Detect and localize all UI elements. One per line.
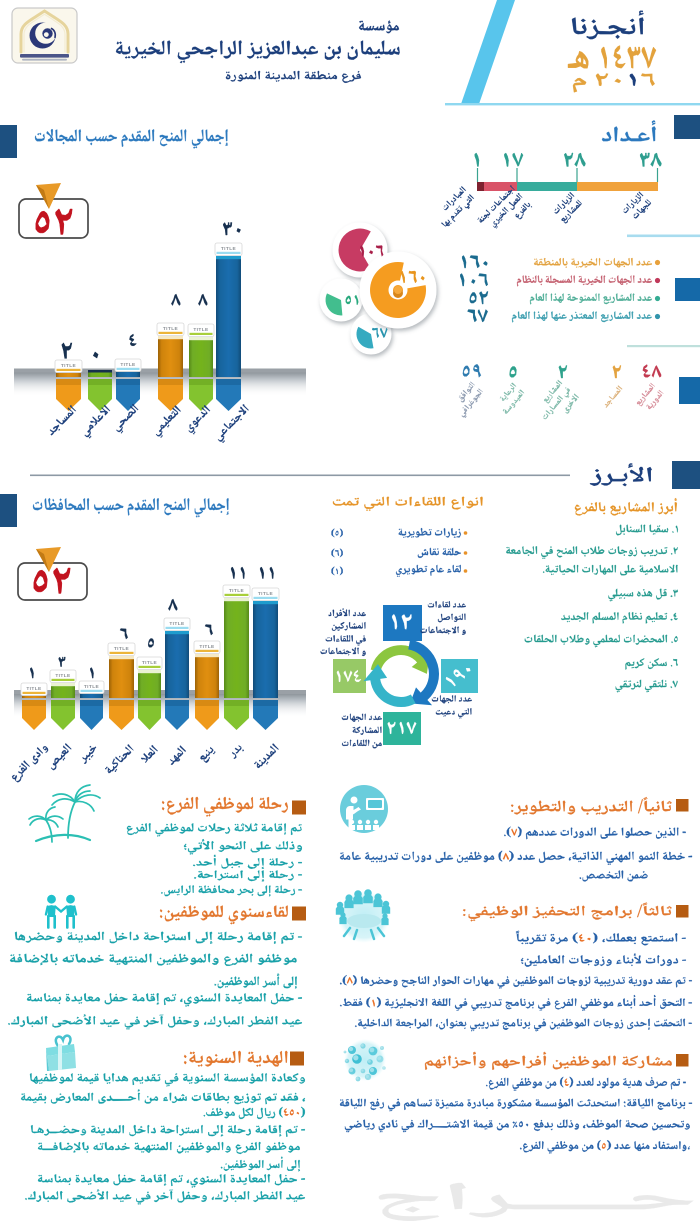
svg-text:TITLE: TITLE [61, 363, 77, 369]
svg-text:TITLE: TITLE [258, 591, 274, 597]
svg-text:TITLE: TITLE [163, 326, 179, 332]
svg-text:TITLE: TITLE [169, 621, 185, 627]
svg-text:TITLE: TITLE [229, 588, 245, 594]
svg-text:TITLE: TITLE [26, 686, 42, 692]
svg-text:TITLE: TITLE [199, 644, 215, 650]
svg-text:TITLE: TITLE [142, 660, 158, 666]
svg-text:TITLE: TITLE [221, 246, 237, 252]
svg-text:TITLE: TITLE [120, 362, 136, 368]
svg-text:TITLE: TITLE [55, 673, 71, 679]
svg-text:TITLE: TITLE [84, 684, 100, 690]
svg-text:TITLE: TITLE [114, 646, 130, 652]
svg-text:TITLE: TITLE [193, 327, 209, 333]
